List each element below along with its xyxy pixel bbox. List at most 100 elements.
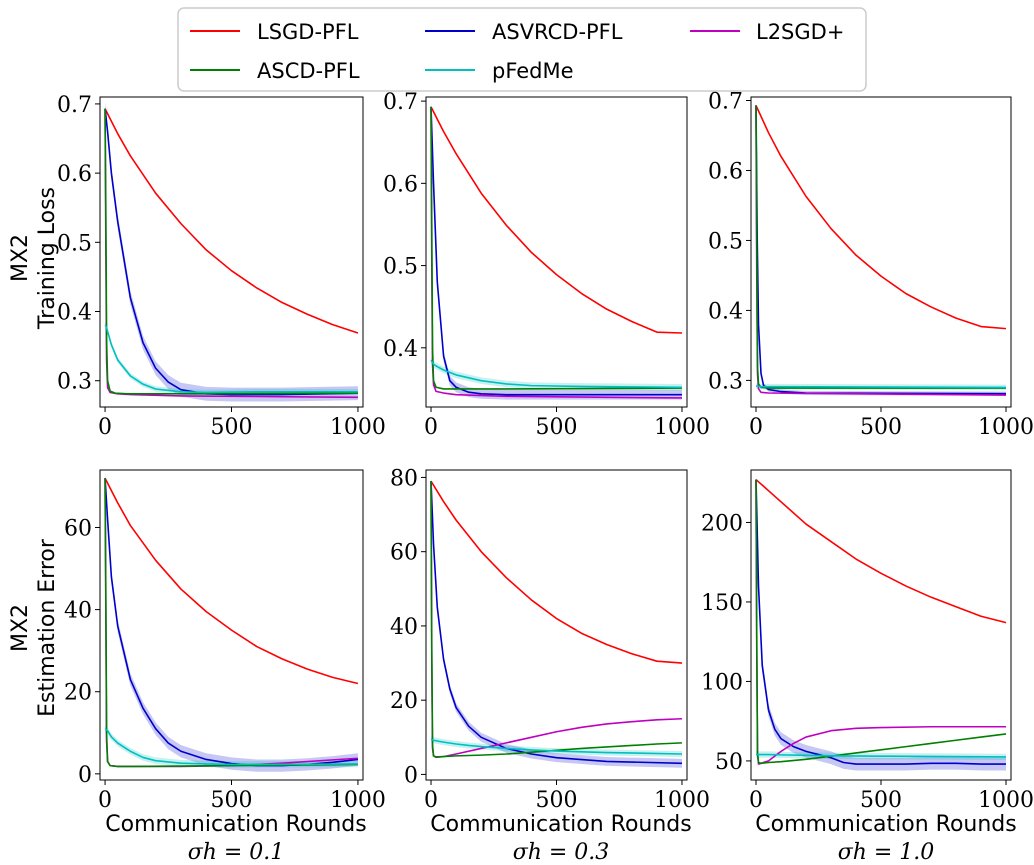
series-asvrcd-pfl [430, 481, 683, 765]
axes-frame [750, 469, 1012, 781]
x-tick-label: 1000 [330, 415, 386, 440]
series-pfedme [756, 753, 1007, 758]
plot-area [104, 101, 359, 402]
y-tick-label: 50 [715, 750, 743, 775]
series-ascd-pfl [755, 479, 1007, 765]
series-l2sgd [104, 478, 358, 768]
band-asvrcd-pfl [756, 103, 1006, 396]
panel-0-2: 0 500 1000 0.3 0.4 0.5 0.6 0.7 [708, 89, 1034, 440]
band-asvrcd-pfl [756, 473, 1006, 771]
y-tick-label: 0.6 [57, 162, 92, 187]
col-1-xlabel: Communication Rounds [430, 812, 691, 837]
series-l2sgd [755, 105, 1007, 396]
panel-1-2: 0 500 1000 50 100 150 200 [701, 469, 1034, 813]
y-tick-label: 0.7 [383, 90, 418, 115]
series-asvrcd-pfl [755, 105, 1007, 395]
y-tick-label: 0 [78, 763, 92, 788]
panel-0-0: 0 500 1000 0.3 0.4 0.5 0.6 0.7 [57, 93, 386, 440]
series-l2sgd [104, 108, 358, 399]
x-tick-label: 1000 [654, 788, 710, 813]
plot-area [430, 101, 683, 400]
axes-frame [425, 469, 688, 781]
x-tick-label: 500 [860, 788, 902, 813]
panel-1-0: 0 500 1000 0 20 40 60 [64, 469, 386, 813]
plot-area [755, 473, 1007, 771]
x-tick-label: 500 [536, 788, 578, 813]
series-pfedme [104, 728, 358, 766]
row-0-ylabel: MX2 Training Loss [8, 187, 60, 330]
series-ascd-pfl [755, 105, 1006, 389]
x-tick-label: 0 [98, 415, 112, 440]
x-tick-label: 500 [211, 415, 253, 440]
series-l2sgd [755, 479, 1006, 765]
series-asvrcd-pfl [755, 479, 1006, 765]
row-1-ylabel-line1: MX2 [8, 604, 33, 652]
series-ascd-pfl [430, 106, 682, 390]
legend: LSGD-PFL ASVRCD-PFL L2SGD+ ASCD-PFL pFed… [177, 7, 867, 92]
x-tick-label: 1000 [978, 788, 1034, 813]
y-tick-label: 20 [390, 689, 418, 714]
col-0-xlabel: Communication Rounds [105, 812, 366, 837]
band-asvrcd-pfl [431, 101, 682, 400]
row-1-ylabel-line2: Estimation Error [35, 538, 60, 717]
plot-area [430, 476, 683, 768]
y-tick-label: 0.5 [57, 231, 92, 256]
panel-0-1: 0 500 1000 0.4 0.5 0.6 0.7 [383, 90, 710, 440]
x-tick-label: 0 [424, 415, 438, 440]
y-tick-label: 0.4 [57, 301, 92, 326]
y-tick-label: 0 [404, 763, 418, 788]
legend-label-lsgd-pfl: LSGD-PFL [257, 20, 359, 44]
row-1-ylabel: MX2 Estimation Error [8, 538, 60, 717]
legend-label-l2sgd: L2SGD+ [756, 20, 844, 44]
band-asvrcd-pfl [105, 472, 358, 772]
x-tick-label: 500 [860, 415, 902, 440]
legend-label-pfedme: pFedMe [492, 59, 574, 83]
axes-frame [750, 96, 1012, 408]
series-ascd-pfl [104, 478, 358, 768]
y-tick-label: 0.6 [383, 172, 418, 197]
x-tick-label: 0 [749, 788, 763, 813]
x-tick-label: 1000 [654, 415, 710, 440]
y-tick-label: 150 [701, 591, 743, 616]
series-ascd-pfl [430, 481, 683, 758]
axes-frame [425, 96, 688, 408]
series-pfedme [756, 385, 1007, 389]
band-asvrcd-pfl [431, 476, 682, 768]
y-tick-label: 20 [64, 681, 92, 706]
row-0-ylabel-line2: Training Loss [35, 187, 60, 330]
y-tick-label: 0.7 [57, 93, 92, 118]
series-l2sgd [430, 106, 682, 399]
col-0-sigma-label: σh = 0.1 [188, 840, 285, 865]
series-asvrcd-pfl [104, 108, 358, 396]
series-lsgd-pfl [430, 480, 683, 664]
band-pfedme [431, 736, 682, 757]
x-tick-label: 500 [536, 415, 578, 440]
x-tick-label: 0 [749, 415, 763, 440]
y-tick-label: 0.3 [708, 369, 743, 394]
legend-label-ascd-pfl: ASCD-PFL [257, 59, 360, 83]
series-lsgd-pfl [104, 477, 359, 685]
y-tick-label: 40 [64, 599, 92, 624]
y-tick-label: 0.4 [708, 299, 743, 324]
series-lsgd-pfl [104, 108, 359, 334]
series-pfedme [104, 324, 358, 394]
plot-area [104, 472, 359, 772]
x-tick-label: 500 [211, 788, 253, 813]
y-tick-label: 60 [390, 541, 418, 566]
y-tick-label: 100 [701, 670, 743, 695]
x-tick-label: 0 [424, 788, 438, 813]
band-asvrcd-pfl [105, 101, 358, 402]
y-tick-label: 0.7 [708, 89, 743, 114]
y-tick-label: 80 [390, 466, 418, 491]
series-lsgd-pfl [755, 478, 1007, 624]
x-tick-label: 0 [98, 788, 112, 813]
y-tick-label: 60 [64, 516, 92, 541]
col-1-sigma-label: σh = 0.3 [513, 840, 610, 865]
axes-frame [99, 96, 364, 408]
series-ascd-pfl [104, 108, 358, 395]
y-tick-label: 40 [390, 615, 418, 640]
x-tick-label: 1000 [978, 415, 1034, 440]
series-asvrcd-pfl [430, 106, 682, 396]
